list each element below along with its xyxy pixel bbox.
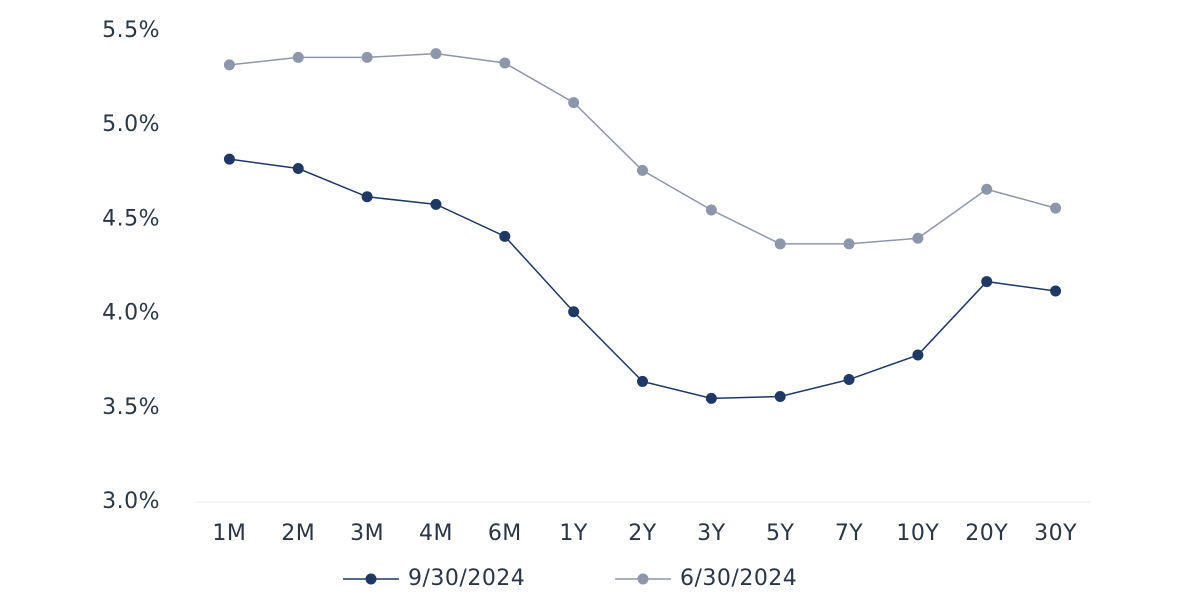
- legend-label: 6/30/2024: [680, 566, 797, 591]
- legend-marker: [637, 573, 649, 585]
- series-marker: [292, 51, 304, 63]
- series-marker: [774, 238, 786, 250]
- series-marker: [223, 153, 235, 165]
- x-tick-label: 3M: [350, 521, 384, 546]
- series-marker: [292, 163, 304, 175]
- series-marker: [843, 238, 855, 250]
- series-marker: [499, 230, 511, 242]
- legend-label: 9/30/2024: [408, 566, 525, 591]
- series-marker: [499, 57, 511, 69]
- series-marker: [430, 198, 442, 210]
- x-tick-label: 6M: [488, 521, 522, 546]
- series-marker: [361, 51, 373, 63]
- series-marker: [981, 183, 993, 195]
- series-marker: [705, 392, 717, 404]
- series-marker: [430, 48, 442, 60]
- series-marker: [912, 349, 924, 361]
- x-tick-label: 20Y: [965, 521, 1008, 546]
- series-marker: [1050, 202, 1062, 214]
- series-line: [229, 158, 1056, 400]
- series-marker: [637, 375, 648, 387]
- series-marker: [912, 232, 924, 244]
- y-tick-label: 3.0%: [102, 489, 160, 514]
- x-tick-label: 5Y: [766, 521, 794, 546]
- x-tick-label: 3Y: [697, 521, 725, 546]
- x-tick-label: 7Y: [835, 521, 863, 546]
- x-tick-label: 4M: [419, 521, 453, 546]
- series-marker: [223, 59, 235, 71]
- x-tick-label: 1M: [212, 521, 246, 546]
- series-marker: [568, 306, 580, 318]
- series-marker: [705, 204, 717, 216]
- series-marker: [1050, 285, 1062, 297]
- y-tick-label: 5.5%: [102, 18, 160, 43]
- x-tick-label: 2Y: [628, 521, 656, 546]
- series-marker: [361, 191, 373, 203]
- x-tick-label: 30Y: [1034, 521, 1077, 546]
- x-tick-label: 1Y: [559, 521, 587, 546]
- y-tick-label: 5.0%: [102, 112, 160, 137]
- series-marker: [637, 164, 648, 176]
- y-tick-label: 3.5%: [102, 395, 160, 420]
- series-marker: [774, 390, 786, 402]
- x-tick-label: 2M: [281, 521, 315, 546]
- series-marker: [843, 374, 855, 386]
- y-tick-label: 4.5%: [102, 206, 160, 231]
- x-tick-label: 10Y: [896, 521, 939, 546]
- y-tick-label: 4.0%: [102, 301, 160, 326]
- series-line: [229, 52, 1056, 245]
- series-marker: [981, 276, 993, 288]
- legend-marker: [365, 573, 377, 585]
- series-marker: [568, 97, 580, 109]
